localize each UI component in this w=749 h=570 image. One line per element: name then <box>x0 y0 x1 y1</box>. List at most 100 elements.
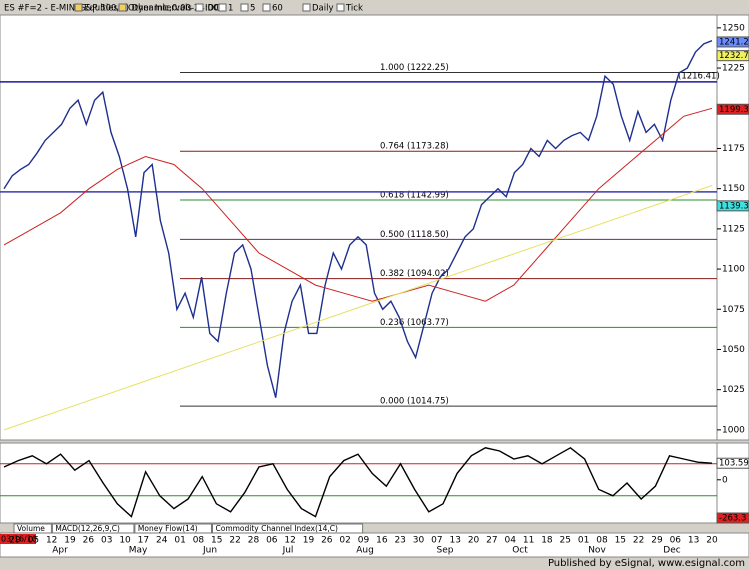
day-label: 10 <box>119 536 131 546</box>
toolbar-button-icon[interactable] <box>74 3 83 12</box>
symbol[interactable]: ES #F=2 - E-MINI S&P 500,D) Dynamic,0:00… <box>4 4 219 14</box>
price-box <box>716 103 749 115</box>
day-label: 15 <box>211 536 222 546</box>
toolbar-button-icon[interactable] <box>336 3 345 12</box>
level-label: 0.764 (1173.28) <box>380 142 449 152</box>
y-tick-label: 1250 <box>722 23 745 33</box>
toolbar-button[interactable]: Equities <box>84 4 118 14</box>
day-label: 06 <box>266 536 278 546</box>
level-label: 0.500 (1118.50) <box>380 230 449 240</box>
y-tick-label: 1075 <box>722 305 745 315</box>
indicator-tab[interactable] <box>134 523 212 534</box>
price-box <box>716 36 749 48</box>
day-label: 19 <box>64 536 76 546</box>
day-label: 13 <box>449 536 460 546</box>
month-label: Apr <box>52 546 68 556</box>
day-label: 28 <box>248 536 260 546</box>
day-label: 20 <box>468 536 480 546</box>
toolbar-button[interactable]: 5 <box>250 4 255 14</box>
indicator-tab-label[interactable]: Commodity Channel Index(14,C) <box>216 524 339 533</box>
day-label: 02 <box>339 536 350 546</box>
price-box-label: 103.59 <box>719 459 749 469</box>
indicator-tab[interactable] <box>212 523 364 534</box>
day-label: 03 <box>101 536 112 546</box>
day-label: 22 <box>633 536 644 546</box>
toolbar <box>0 0 749 15</box>
day-label: 29 <box>651 536 663 546</box>
day-label: 26 <box>321 536 333 546</box>
price-box <box>716 50 749 62</box>
day-label: 19 <box>303 536 315 546</box>
y-tick-label: 1100 <box>722 265 745 275</box>
toolbar-button[interactable]: 60 <box>272 4 283 14</box>
price-box-label: -263.3 <box>719 514 746 524</box>
day-label: 27 <box>486 536 497 546</box>
footer: Published by eSignal, www.esignal.com <box>548 558 745 569</box>
price-line <box>3 107 713 302</box>
y-tick-label: 1175 <box>722 144 745 154</box>
toolbar-button[interactable]: Other Intervals <box>128 4 192 14</box>
toolbar-button[interactable]: 1 <box>228 4 233 14</box>
y-tick-label: 1125 <box>722 224 745 234</box>
day-label: 05 <box>28 536 39 546</box>
price-box-label: 1232.7 <box>719 51 749 61</box>
y-tick-label: 0 <box>722 475 728 485</box>
day-label: 17 <box>138 536 149 546</box>
day-label: 26 <box>83 536 95 546</box>
indicator-tab-label[interactable]: MACD(12,26,9,C) <box>55 524 120 533</box>
day-label: 24 <box>156 536 168 546</box>
day-label: 15 <box>615 536 626 546</box>
start-date: 03/16/10 <box>1 535 37 544</box>
y-tick-label: 1150 <box>722 184 745 194</box>
toolbar-button-icon[interactable] <box>218 3 227 12</box>
day-label: 23 <box>394 536 405 546</box>
toolbar-button-icon[interactable] <box>118 3 127 12</box>
toolbar-button[interactable]: IDC <box>205 4 220 14</box>
day-label: 11 <box>523 536 534 546</box>
month-label: Nov <box>588 546 606 556</box>
toolbar-button-icon[interactable] <box>302 3 311 12</box>
price-box-label: 1199.38 <box>719 105 749 115</box>
level-label: 0.382 (1094.02) <box>380 269 449 279</box>
level-label: 0.618 (1142.99) <box>380 190 449 200</box>
indicator-tab-label[interactable]: Money Flow(14) <box>138 524 198 533</box>
price-box <box>716 512 749 524</box>
day-label: 01 <box>578 536 589 546</box>
level-label: 1.000 (1222.25) <box>380 63 449 73</box>
month-label: Jul <box>282 546 294 556</box>
day-label: 12 <box>284 536 295 546</box>
toolbar-button-icon[interactable] <box>240 3 249 12</box>
day-label: 30 <box>413 536 425 546</box>
day-label: 01 <box>174 536 185 546</box>
day-label: 18 <box>541 536 553 546</box>
indicator-tab[interactable] <box>13 523 52 534</box>
day-label: 08 <box>596 536 608 546</box>
start-date-box <box>0 534 36 544</box>
y-tick-label: 1000 <box>722 425 745 435</box>
day-label: 29 <box>9 536 21 546</box>
month-label: Jun <box>202 546 217 556</box>
price-box-label: 1139.3 <box>719 201 749 211</box>
day-label: 22 <box>229 536 240 546</box>
day-label: 20 <box>706 536 718 546</box>
toolbar-button-icon[interactable] <box>262 3 271 12</box>
indicator-tab-label[interactable]: Volume <box>17 524 45 533</box>
price-box <box>716 457 749 469</box>
y-tick-label: 1025 <box>722 385 745 395</box>
y-tick-label: 1050 <box>722 345 745 355</box>
price-axis <box>716 14 749 441</box>
toolbar-button-icon[interactable] <box>195 3 204 12</box>
day-label: 07 <box>431 536 442 546</box>
level-label: 0.000 (1014.75) <box>380 397 449 407</box>
day-label: 13 <box>688 536 699 546</box>
indicator-tab[interactable] <box>51 523 135 534</box>
month-label: Sep <box>437 546 454 556</box>
toolbar-button[interactable]: Daily <box>312 4 334 14</box>
month-label: Dec <box>663 546 680 556</box>
price-panel <box>0 14 718 441</box>
toolbar-button[interactable]: Tick <box>345 4 363 14</box>
support-label: (1216.41) <box>678 71 720 81</box>
date-axis <box>0 532 749 558</box>
